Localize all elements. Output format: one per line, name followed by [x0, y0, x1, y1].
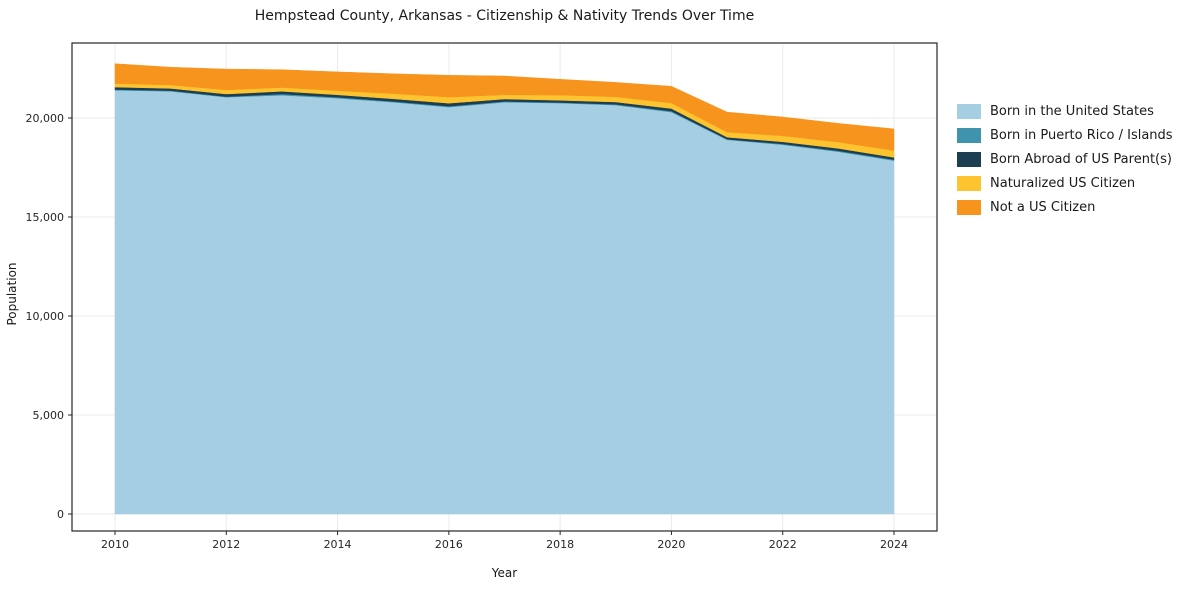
- svg-text:15,000: 15,000: [26, 211, 65, 224]
- chart-title: Hempstead County, Arkansas - Citizenship…: [254, 8, 755, 24]
- legend-item: Born in the United States: [957, 104, 1173, 119]
- legend-swatch: [957, 176, 981, 191]
- legend-label: Born in Puerto Rico / Islands: [990, 128, 1173, 143]
- svg-text:5,000: 5,000: [33, 409, 65, 422]
- svg-text:2014: 2014: [324, 538, 352, 551]
- svg-text:2020: 2020: [657, 538, 685, 551]
- svg-text:2016: 2016: [435, 538, 463, 551]
- y-axis-label: Population: [5, 262, 19, 326]
- legend-label: Naturalized US Citizen: [990, 176, 1136, 191]
- legend-label: Born in the United States: [990, 104, 1154, 119]
- legend-swatch: [957, 152, 981, 167]
- legend-item: Naturalized US Citizen: [957, 176, 1173, 191]
- svg-text:20,000: 20,000: [26, 112, 65, 125]
- legend-swatch: [957, 200, 981, 215]
- legend-item: Born in Puerto Rico / Islands: [957, 128, 1173, 143]
- svg-text:0: 0: [57, 508, 64, 521]
- legend-swatch: [957, 128, 981, 143]
- svg-text:10,000: 10,000: [26, 310, 65, 323]
- legend-item: Born Abroad of US Parent(s): [957, 152, 1173, 167]
- legend-label: Not a US Citizen: [990, 200, 1096, 215]
- svg-text:2024: 2024: [880, 538, 908, 551]
- x-axis-label: Year: [491, 566, 518, 580]
- legend: Born in the United States Born in Puerto…: [957, 104, 1173, 215]
- legend-label: Born Abroad of US Parent(s): [990, 152, 1172, 167]
- svg-text:2018: 2018: [546, 538, 574, 551]
- legend-swatch: [957, 104, 981, 119]
- svg-text:2010: 2010: [101, 538, 129, 551]
- svg-text:2022: 2022: [769, 538, 797, 551]
- legend-item: Not a US Citizen: [957, 200, 1173, 215]
- svg-text:2012: 2012: [212, 538, 240, 551]
